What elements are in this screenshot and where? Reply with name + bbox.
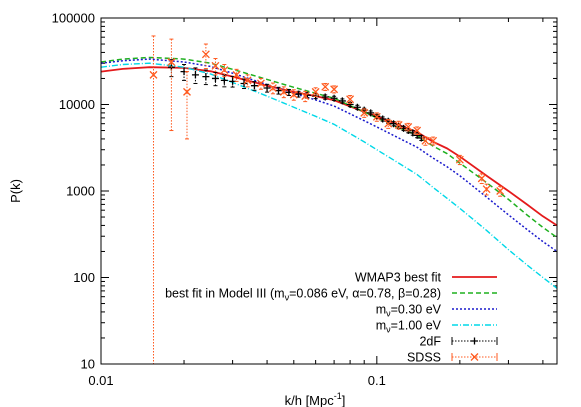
data-point <box>379 115 387 123</box>
data-point <box>211 74 219 82</box>
data-point <box>256 79 265 88</box>
legend-label-subscript: ν <box>285 293 290 303</box>
data-point <box>372 112 381 121</box>
plot-frame <box>100 17 558 365</box>
data-point <box>294 90 302 98</box>
data-point <box>263 84 271 92</box>
data-point <box>346 95 355 104</box>
data-point <box>268 84 277 92</box>
y-tick-label: 1000 <box>66 184 95 199</box>
tick-labels: 10 100 1000 10000 100000 0.01 0.1 <box>52 11 386 389</box>
data-point <box>360 108 369 117</box>
series-line-model3 <box>101 56 557 239</box>
data-point <box>191 71 199 79</box>
y-tick-label: 10 <box>81 357 95 372</box>
x-tick-label: 0.01 <box>88 373 113 388</box>
x-axis-label-end: ] <box>342 393 346 407</box>
x-axis-label-sup: -1 <box>334 391 342 401</box>
data-point <box>243 76 252 85</box>
data-point <box>477 174 486 183</box>
y-tick-label: 100000 <box>52 11 95 26</box>
data-point <box>338 97 346 105</box>
data-point <box>211 61 220 70</box>
legend-swatch-marker <box>471 337 478 345</box>
legend-label-sdss: SDSS <box>407 351 441 365</box>
data-point <box>149 70 158 79</box>
data-point <box>367 109 375 117</box>
legend-label-part: 2dF <box>419 335 441 349</box>
data-point <box>183 87 191 96</box>
data-point <box>353 103 361 111</box>
data-point <box>220 66 229 75</box>
data-point <box>321 82 330 91</box>
data-point <box>429 136 438 145</box>
legend-label-wmap3: WMAP3 best fit <box>355 271 442 285</box>
y-tick-label: 10000 <box>59 97 95 112</box>
legend-label-part: m <box>376 319 386 333</box>
x-axis-label-main: k/h [Mpc <box>285 393 335 407</box>
axis-ticks <box>100 18 557 365</box>
data-point <box>390 120 398 128</box>
data-point <box>482 185 491 194</box>
y-axis-label: P(k) <box>8 179 23 203</box>
data-point <box>232 70 241 79</box>
data-point <box>404 122 413 131</box>
legend-label-part: SDSS <box>407 351 441 365</box>
legend-label-twodf: 2dF <box>419 335 441 349</box>
data-point <box>301 92 310 101</box>
data-points <box>149 35 505 364</box>
legend-label-subscript: ν <box>386 325 391 335</box>
legend-swatch-marker <box>470 353 479 361</box>
data-point <box>384 119 393 128</box>
legend-label-part: =0.30 eV <box>391 303 442 317</box>
data-point <box>421 136 430 145</box>
series-line-m100 <box>101 62 557 289</box>
model-curves <box>101 56 557 289</box>
data-point <box>321 93 329 101</box>
data-point <box>330 94 338 102</box>
data-point <box>311 87 320 96</box>
data-point <box>220 76 228 84</box>
legend-label-m100: mν=1.00 eV <box>376 319 442 335</box>
legend-label-part: =0.086 eV, α=0.78, β=0.28) <box>289 287 441 301</box>
legend-label-model3: best fit in Model III (mν=0.086 eV, α=0.… <box>165 287 441 303</box>
data-point <box>167 58 176 66</box>
x-axis-label: k/h [Mpc-1] <box>285 391 346 407</box>
series-line-m030 <box>101 58 557 253</box>
legend-label-subscript: ν <box>386 309 391 319</box>
data-point <box>289 90 298 99</box>
data-point <box>202 73 210 81</box>
y-tick-label: 100 <box>73 270 95 285</box>
data-point <box>417 134 425 142</box>
errorbar-series-sdss <box>149 35 505 364</box>
legend-label-part: best fit in Model III (m <box>165 287 284 301</box>
legend-label-part: =1.00 eV <box>391 319 442 333</box>
data-point <box>394 121 403 129</box>
x-tick-label: 0.1 <box>368 373 386 388</box>
data-point <box>279 87 288 96</box>
data-point <box>250 82 258 90</box>
data-point <box>330 85 339 94</box>
legend-label-part: m <box>376 303 386 317</box>
legend-label-part: WMAP3 best fit <box>355 271 442 285</box>
legend-label-m030: mν=0.30 eV <box>376 303 442 319</box>
data-point <box>455 155 464 164</box>
data-point <box>413 126 422 135</box>
data-point <box>201 50 210 59</box>
errorbar-series-twodf <box>167 59 425 142</box>
data-point <box>496 187 505 195</box>
series-line-wmap3 <box>101 66 557 227</box>
